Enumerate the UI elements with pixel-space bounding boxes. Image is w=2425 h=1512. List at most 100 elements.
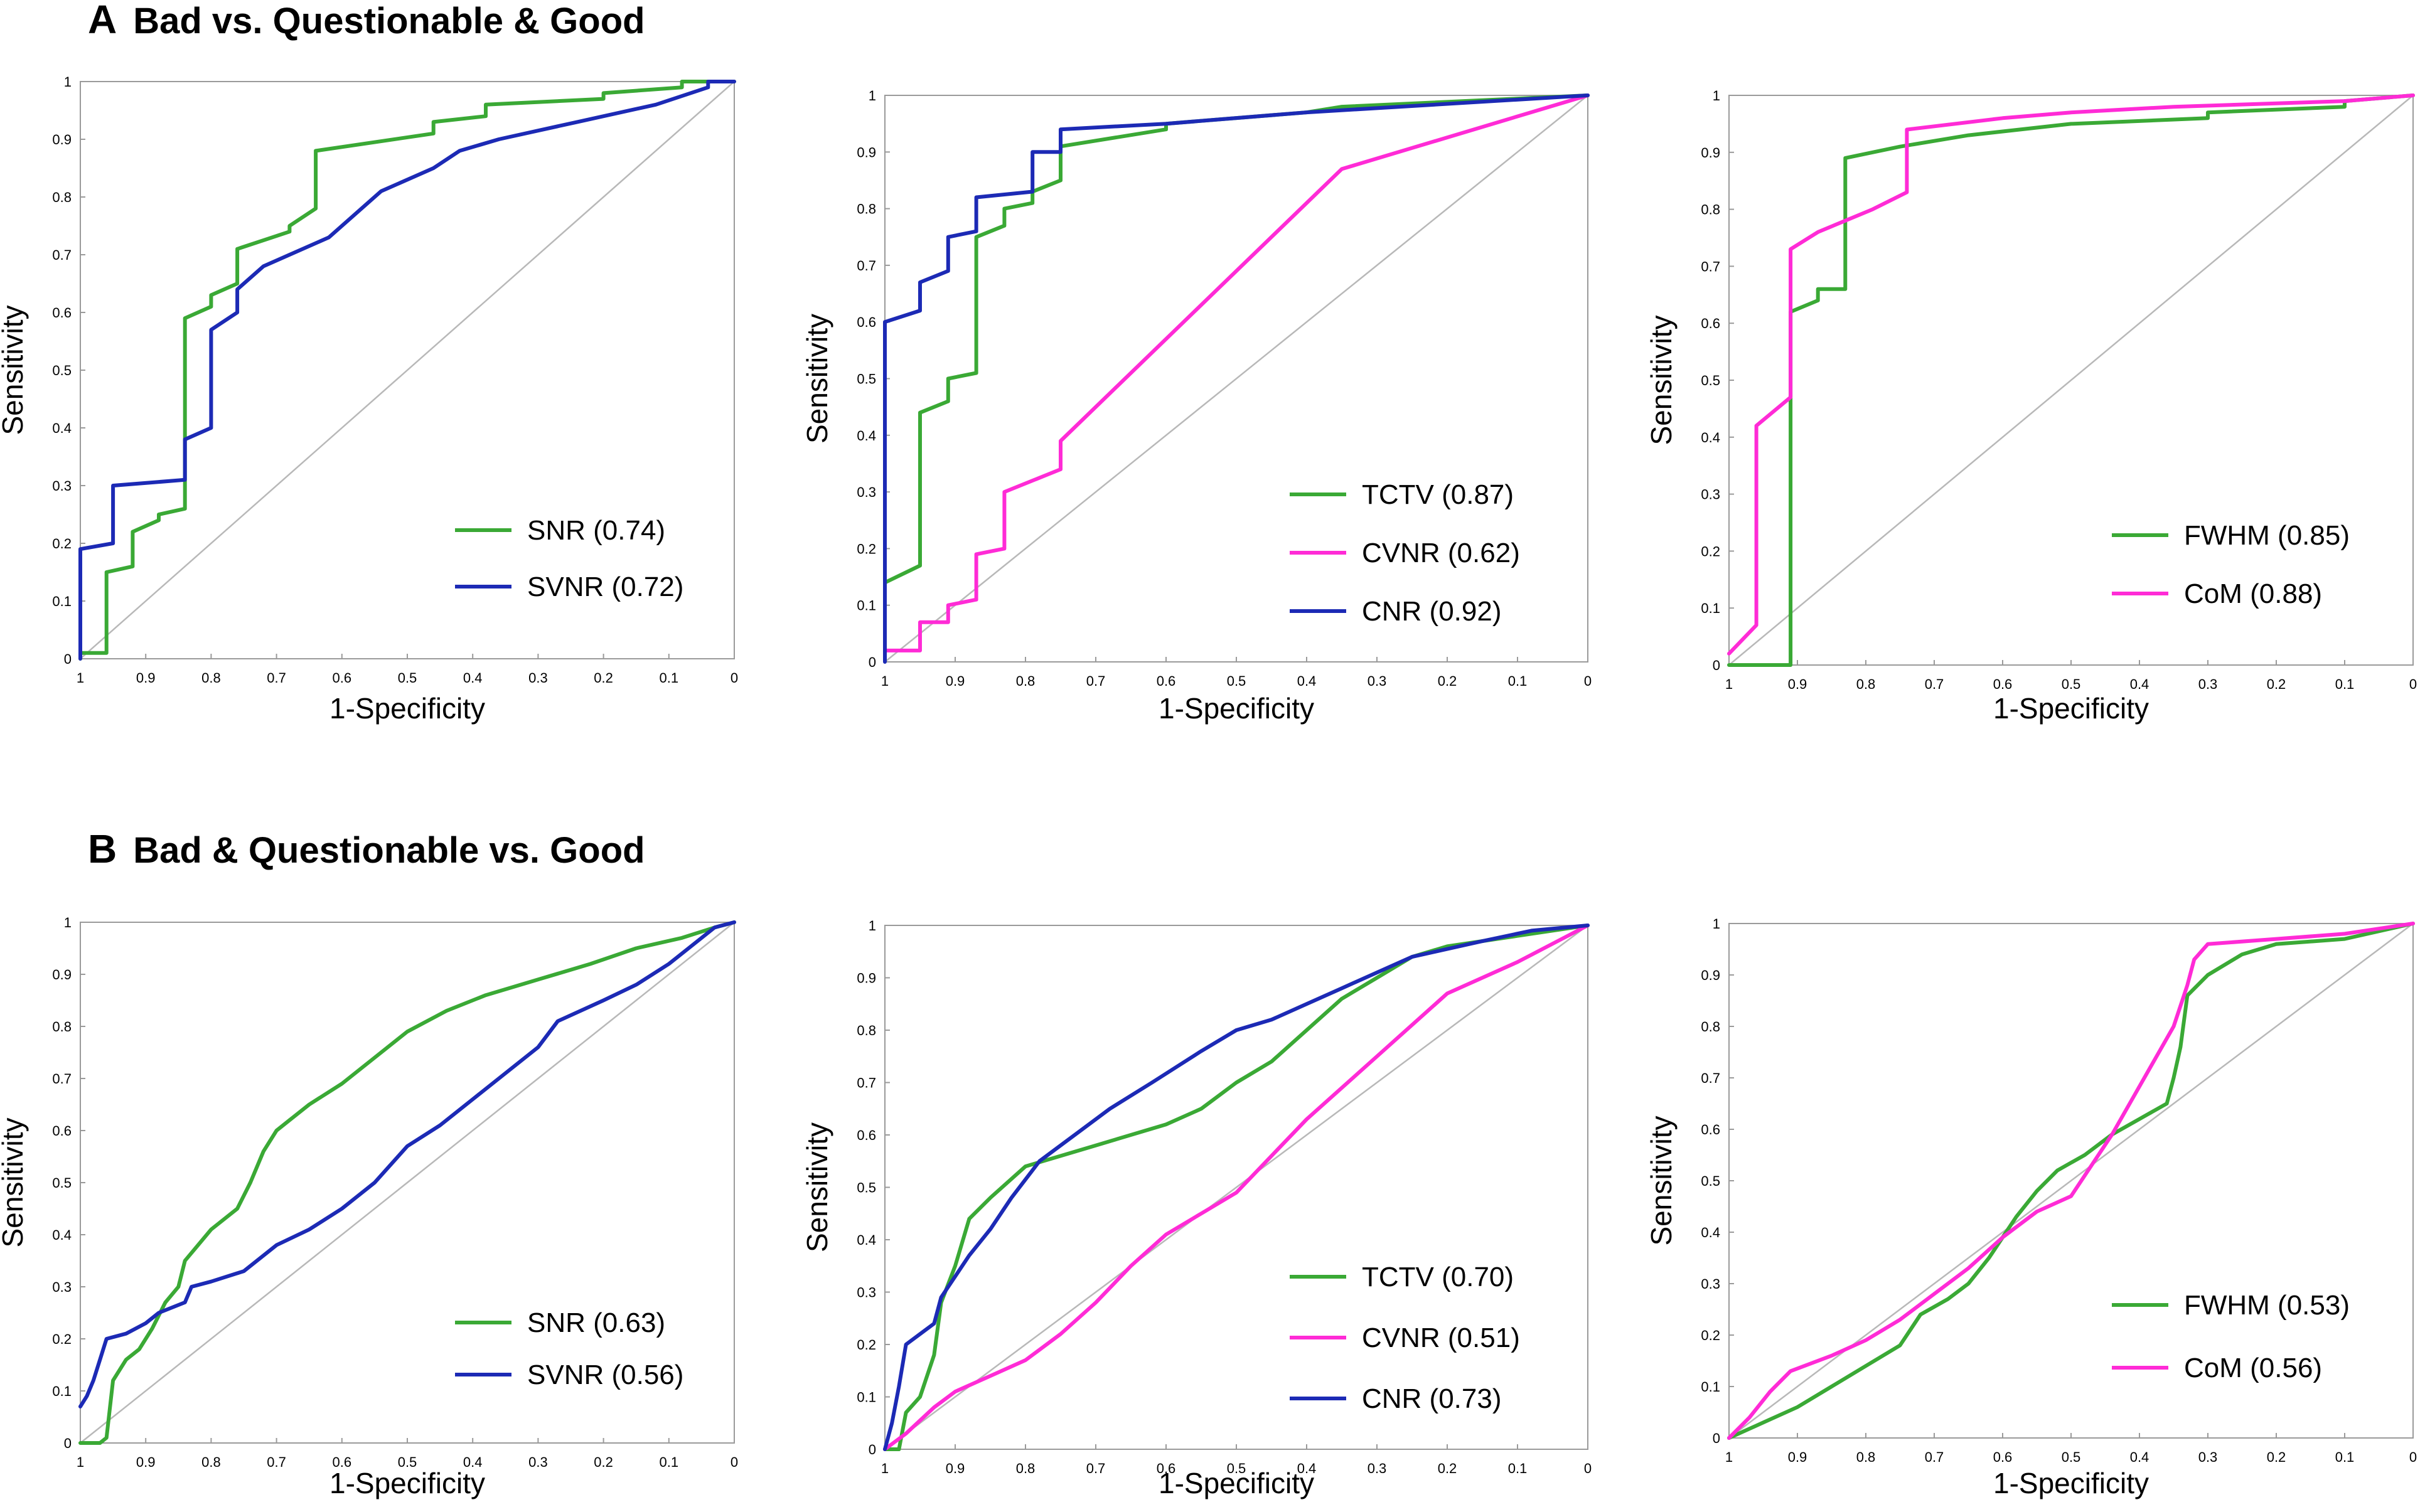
y-tick-label: 0.3 <box>1701 1276 1720 1292</box>
y-tick-label: 0.3 <box>857 1285 876 1301</box>
x-tick-label: 0.3 <box>2198 676 2218 692</box>
y-tick-label: 0.8 <box>1701 1019 1720 1035</box>
y-tick-label: 0.2 <box>1701 1328 1720 1343</box>
y-tick-label: 0.3 <box>52 1279 72 1295</box>
y-tick-label: 0.2 <box>52 1331 72 1347</box>
section-b-letter: B <box>88 826 117 871</box>
y-tick-label: 0.4 <box>52 420 72 436</box>
x-tick-label: 0.5 <box>2062 1449 2081 1465</box>
x-tick-label: 0.1 <box>1508 1461 1528 1476</box>
roc-curve-cvnr <box>883 93 1590 652</box>
y-tick-label: 0.1 <box>1701 600 1720 616</box>
y-tick-label: 0 <box>869 1442 876 1457</box>
y-tick-label: 0.7 <box>1701 1070 1720 1086</box>
x-tick-label: 0.2 <box>2267 1449 2286 1465</box>
x-tick-label: 0.5 <box>2062 676 2081 692</box>
roc-curve-com <box>1727 922 2415 1440</box>
x-tick-label: 0.1 <box>2335 676 2355 692</box>
x-axis-label: 1-Specificity <box>329 1467 485 1499</box>
x-tick-label: 1 <box>1725 676 1733 692</box>
x-tick-label: 0.2 <box>594 670 613 686</box>
y-tick-label: 1 <box>64 915 72 930</box>
x-tick-label: 0 <box>2409 676 2417 692</box>
x-tick-label: 0.6 <box>1993 676 2013 692</box>
chance-diagonal <box>1728 95 2414 666</box>
legend-label-cvnr: CVNR (0.51) <box>1362 1323 1520 1353</box>
legend-label-tctv: TCTV (0.87) <box>1362 479 1514 510</box>
y-tick-label: 0.1 <box>857 1390 876 1405</box>
x-tick-label: 0.4 <box>1297 673 1317 689</box>
x-axis-label: 1-Specificity <box>329 692 485 725</box>
y-tick-label: 0.4 <box>1701 430 1720 445</box>
x-tick-label: 0.7 <box>267 670 286 686</box>
y-tick-label: 0.5 <box>1701 1173 1720 1189</box>
roc-chart-b3: 1 0.9 0.8 0.7 0.6 0.5 0.4 0.3 0.2 0.1 0 0 0.1 0.2 0.3 0… <box>1645 916 2417 1499</box>
x-tick-label: 0.8 <box>1016 1461 1036 1476</box>
section-b-title: B Bad & Questionable vs. Good <box>88 826 645 872</box>
y-tick-label: 0.6 <box>52 305 72 321</box>
roc-curve-cvnr <box>883 924 1590 1451</box>
x-tick-label: 0.4 <box>2130 1449 2149 1465</box>
x-tick-label: 0.7 <box>267 1454 286 1470</box>
legend-label-fwhm: FWHM (0.85) <box>2184 520 2350 551</box>
roc-curve-snr <box>78 920 736 1445</box>
x-tick-label: 0.5 <box>398 670 417 686</box>
y-tick-label: 1 <box>869 918 876 934</box>
y-tick-label: 0.2 <box>1701 543 1720 559</box>
x-tick-label: 0.6 <box>333 670 352 686</box>
legend-label-snr: SNR (0.74) <box>527 515 665 546</box>
y-tick-label: 0.5 <box>52 1175 72 1191</box>
y-tick-label: 0.7 <box>1701 258 1720 274</box>
roc-curve-com <box>1727 93 2415 656</box>
x-tick-label: 0 <box>1584 673 1592 689</box>
legend-label-svnr: SVNR (0.56) <box>527 1360 683 1390</box>
roc-chart-b1: 1 0.9 0.8 0.7 0.6 0.5 0.4 0.3 0.2 0.1 0 0 0.1 0.2 0.3 0… <box>0 915 738 1499</box>
x-tick-label: 1 <box>881 1461 889 1476</box>
y-tick-label: 0.9 <box>52 967 72 982</box>
y-tick-label: 0 <box>1713 1430 1720 1446</box>
x-tick-label: 0.8 <box>201 1454 221 1470</box>
legend-label-svnr: SVNR (0.72) <box>527 572 683 602</box>
x-tick-label: 0.2 <box>1438 673 1457 689</box>
x-tick-label: 0 <box>731 1454 738 1470</box>
y-tick-label: 0.5 <box>1701 373 1720 388</box>
y-tick-label: 0.7 <box>857 1075 876 1091</box>
y-tick-label: 0.4 <box>1701 1225 1720 1240</box>
legend-label-tctv: TCTV (0.70) <box>1362 1262 1514 1292</box>
chance-diagonal <box>80 81 735 659</box>
roc-curve-cnr <box>883 924 1590 1451</box>
x-tick-label: 0.3 <box>528 1454 548 1470</box>
x-tick-label: 0.3 <box>2198 1449 2218 1465</box>
y-tick-label: 0.7 <box>52 247 72 263</box>
x-tick-label: 0.5 <box>1227 673 1246 689</box>
x-tick-label: 0.7 <box>1925 1449 1944 1465</box>
y-tick-label: 1 <box>869 88 876 104</box>
y-tick-label: 1 <box>1713 88 1720 104</box>
y-tick-label: 0 <box>869 654 876 670</box>
x-tick-label: 0.3 <box>528 670 548 686</box>
y-tick-label: 0.8 <box>857 201 876 217</box>
x-tick-label: 1 <box>1725 1449 1733 1465</box>
y-axis-label: Sensitivity <box>0 305 29 435</box>
y-tick-label: 0.4 <box>857 428 876 444</box>
y-tick-label: 0.5 <box>857 1180 876 1196</box>
y-tick-label: 0.9 <box>857 971 876 986</box>
x-tick-label: 0 <box>1584 1461 1592 1476</box>
y-tick-label: 0.4 <box>52 1227 72 1243</box>
y-tick-label: 0.7 <box>52 1071 72 1087</box>
y-tick-label: 0.2 <box>52 536 72 551</box>
x-tick-label: 0.6 <box>333 1454 352 1470</box>
y-tick-label: 0 <box>64 1435 72 1451</box>
x-tick-label: 0.1 <box>660 670 679 686</box>
roc-curve-snr <box>78 80 736 661</box>
y-tick-label: 0.9 <box>1701 145 1720 161</box>
section-a-text: Bad vs. Questionable & Good <box>133 1 645 41</box>
y-tick-label: 0.6 <box>1701 1122 1720 1137</box>
y-tick-label: 0.5 <box>52 363 72 378</box>
y-tick-label: 0 <box>1713 658 1720 673</box>
x-tick-label: 0.9 <box>136 670 156 686</box>
legend-label-com: CoM (0.56) <box>2184 1353 2322 1383</box>
y-axis-label: Sensitivity <box>1645 315 1678 445</box>
x-tick-label: 0.2 <box>594 1454 613 1470</box>
